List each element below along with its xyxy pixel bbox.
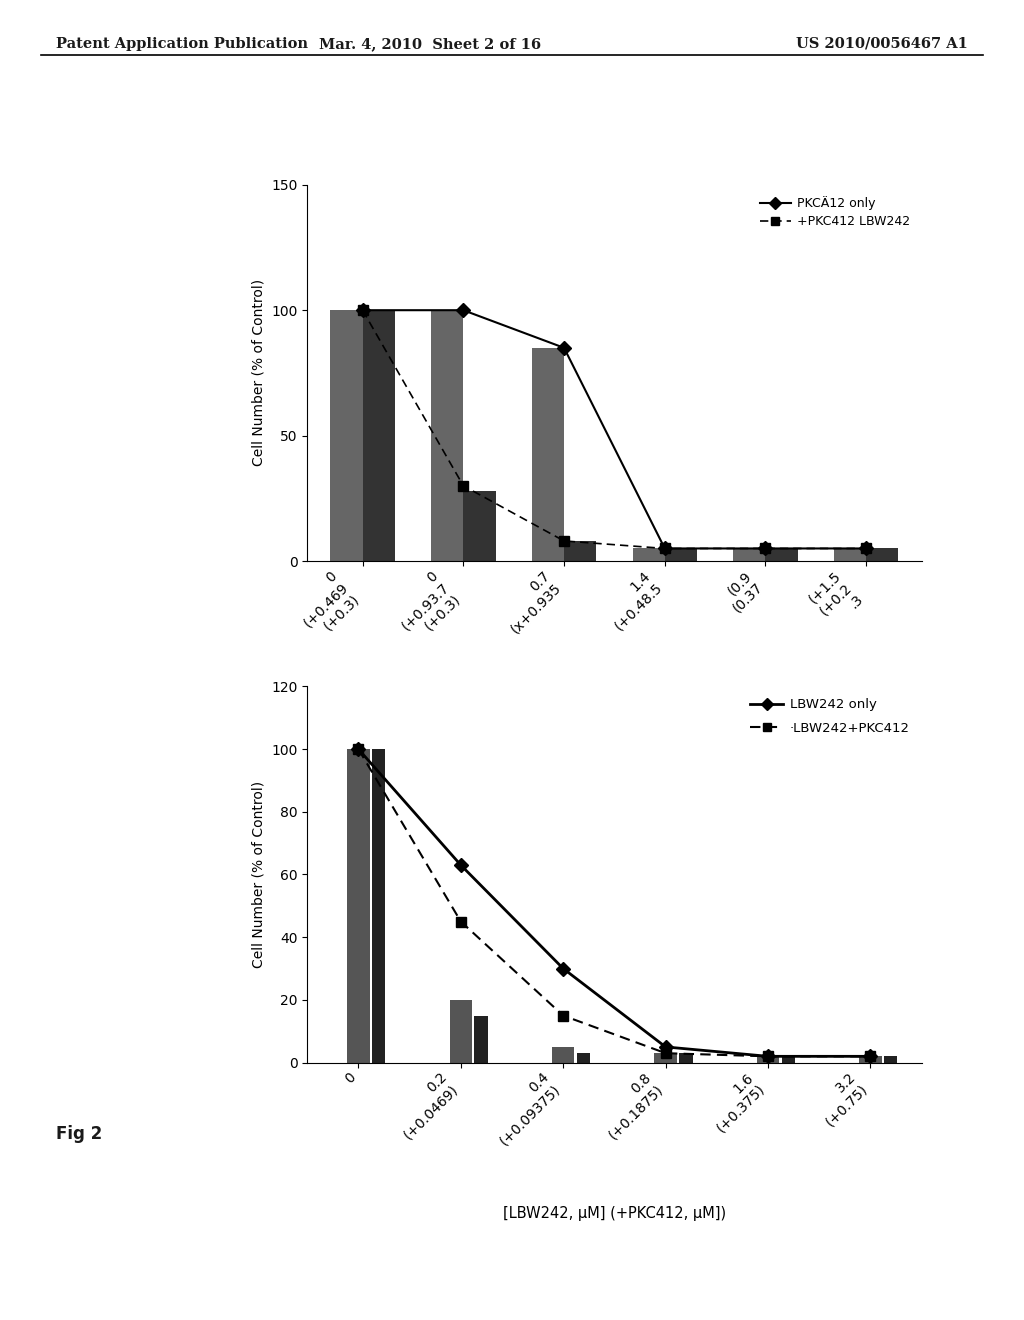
- Bar: [766, 549, 798, 561]
- Legend: PKCÄ12 only, +PKC412 LBW242: PKCÄ12 only, +PKC412 LBW242: [755, 191, 915, 234]
- X-axis label: [ P K C 4ᴹ² +( WL2B4 2   Mμ   ]): [ P K C 4ᴹ² +( WL2B4 2 Mμ ]): [510, 711, 719, 725]
- Bar: [431, 310, 463, 561]
- Bar: [531, 348, 564, 561]
- Y-axis label: Cell Number (% of Control): Cell Number (% of Control): [252, 280, 265, 466]
- Bar: [331, 310, 362, 561]
- Text: Patent Application Publication: Patent Application Publication: [56, 37, 308, 51]
- Bar: [474, 1015, 487, 1063]
- X-axis label: [LBW242, μM] (+PKC412, μM]): [LBW242, μM] (+PKC412, μM]): [503, 1206, 726, 1221]
- Bar: [372, 748, 385, 1063]
- Bar: [347, 748, 370, 1063]
- Text: Mar. 4, 2010  Sheet 2 of 16: Mar. 4, 2010 Sheet 2 of 16: [319, 37, 541, 51]
- Text: Fig 2: Fig 2: [56, 1125, 102, 1143]
- Y-axis label: Cell Number (% of Control): Cell Number (% of Control): [252, 781, 265, 968]
- Bar: [866, 549, 898, 561]
- Bar: [552, 1047, 574, 1063]
- Bar: [362, 310, 395, 561]
- Bar: [884, 1056, 897, 1063]
- Bar: [463, 491, 496, 561]
- Bar: [654, 1053, 677, 1063]
- Text: US 2010/0056467 A1: US 2010/0056467 A1: [796, 37, 968, 51]
- Bar: [564, 541, 596, 561]
- Bar: [577, 1053, 590, 1063]
- Bar: [679, 1053, 692, 1063]
- Bar: [665, 549, 697, 561]
- Bar: [834, 549, 866, 561]
- Bar: [859, 1056, 882, 1063]
- Bar: [633, 549, 665, 561]
- Bar: [781, 1056, 795, 1063]
- Bar: [450, 1001, 472, 1063]
- Bar: [757, 1056, 779, 1063]
- Legend: LBW242 only, ·LBW242+PKC412: LBW242 only, ·LBW242+PKC412: [744, 693, 915, 741]
- Bar: [733, 549, 766, 561]
